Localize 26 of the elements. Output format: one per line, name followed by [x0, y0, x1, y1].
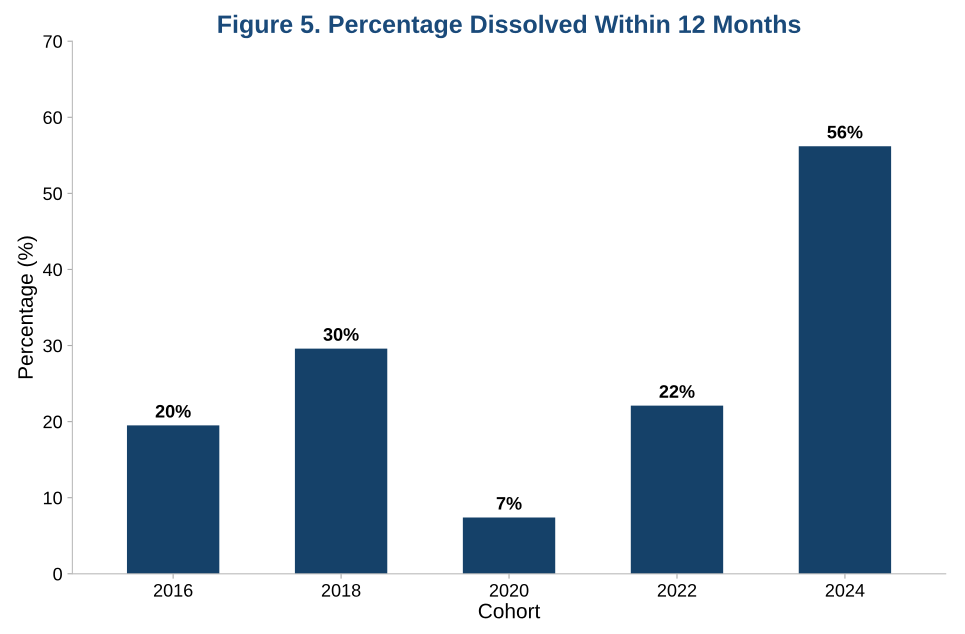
- data-label: 7%: [496, 496, 522, 510]
- bar: [462, 517, 556, 574]
- y-tick-label: 70: [43, 35, 62, 48]
- data-label: 56%: [827, 126, 863, 138]
- y-tick-label: 50: [43, 187, 62, 200]
- y-axis-title: Percentage (%): [18, 236, 38, 378]
- x-tick-label: 2020: [490, 584, 528, 597]
- x-tick-label: 2016: [154, 584, 192, 597]
- x-tick-label: 2018: [322, 584, 360, 597]
- bar: [126, 425, 220, 574]
- bar: [798, 146, 892, 574]
- bar: [294, 348, 388, 574]
- x-axis-title: Cohort: [478, 603, 540, 618]
- x-tick-label: 2024: [826, 584, 864, 597]
- chart-title: Figure 5. Percentage Dissolved Within 12 Months: [218, 14, 800, 38]
- y-tick-label: 40: [42, 263, 62, 276]
- data-label: 20%: [156, 404, 191, 418]
- x-tick-label: 2022: [658, 584, 696, 597]
- y-tick-label: 0: [53, 568, 62, 580]
- bar: [630, 406, 724, 574]
- y-tick-label: 60: [43, 111, 62, 124]
- y-tick-label: 20: [43, 416, 62, 428]
- y-tick-label: 10: [44, 492, 62, 504]
- y-tick-label: 30: [43, 339, 62, 352]
- data-label: 30%: [323, 328, 359, 341]
- data-label: 22%: [660, 385, 695, 398]
